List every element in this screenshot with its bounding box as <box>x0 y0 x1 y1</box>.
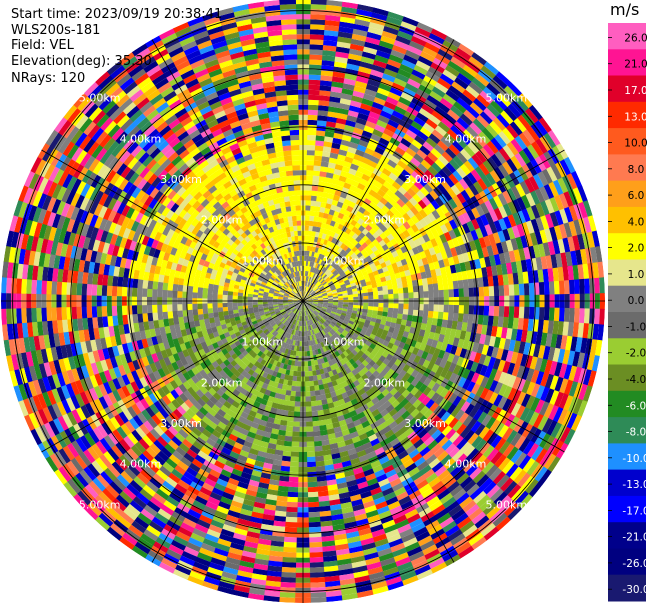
colorbar-swatch-14 <box>608 390 646 418</box>
colorbar-swatch-11 <box>608 312 646 339</box>
colorbar-swatch-7 <box>608 206 646 234</box>
colorbar-swatch-13 <box>608 364 646 392</box>
range-ring-labels: 1.00km 1.00km 1.00km 1.00km 2.00km 2.00km 2.00… <box>79 92 527 512</box>
ring-label-2-3: 2.00km <box>201 376 243 389</box>
ring-label-2-1: 2.00km <box>201 214 243 227</box>
colorbar-tick-label-4: 10.0 <box>624 138 647 150</box>
colorbar: 26.0 21.0 17.0 13.0 10.0 8.0 6.0 4.0 2.0 1.0 0.0 -1… <box>608 23 647 602</box>
spoke-240 <box>41 300 304 453</box>
ring-label-5-1: 5.00km <box>79 92 121 105</box>
ring-label-3-2: 3.00km <box>404 173 446 186</box>
spoke-330 <box>151 39 304 302</box>
spoke-210 <box>151 300 304 563</box>
colorbar-tick-label-10: 0.0 <box>628 295 645 307</box>
colorbar-tick-label-6: 6.0 <box>628 190 645 202</box>
colorbar-swatch-10 <box>608 285 646 313</box>
colorbar-tick-label-3: 13.0 <box>624 111 647 123</box>
colorbar-swatch-16 <box>608 443 646 471</box>
ring-label-5-2: 5.00km <box>486 92 528 105</box>
colorbar-tick-label-9: 1.0 <box>628 269 645 281</box>
colorbar-swatch-9 <box>608 259 646 287</box>
colorbar-swatch-20 <box>608 548 646 576</box>
colorbar-tick-label-12: -2.0 <box>626 348 647 360</box>
colorbar-swatch-3 <box>608 101 646 129</box>
colorbar-swatch-1 <box>608 49 646 77</box>
colorbar-swatch-19 <box>608 522 646 549</box>
colorbar-tick-label-16: -10.0 <box>622 453 647 465</box>
colorbar-swatch-6 <box>608 180 646 208</box>
colorbar-swatch-18 <box>608 495 646 523</box>
ring-label-1-3: 1.00km <box>242 336 284 349</box>
colorbar-tick-label-7: 4.0 <box>628 216 645 228</box>
colorbar-unit-label: m/s <box>610 0 640 19</box>
colorbar-swatch-15 <box>608 417 646 444</box>
nrays-label: NRays: 120 <box>11 71 86 86</box>
ring-label-5-3: 5.00km <box>79 498 121 511</box>
colorbar-tick-label-2: 17.0 <box>624 85 647 97</box>
spoke-30 <box>302 39 455 302</box>
ring-label-2-2: 2.00km <box>364 214 406 227</box>
colorbar-swatch-2 <box>608 75 646 103</box>
colorbar-tick-label-1: 21.0 <box>624 59 647 71</box>
ppi-plot-area <box>1 0 605 603</box>
ring-label-3-3: 3.00km <box>160 417 202 430</box>
azimuth-spokes <box>1 0 605 603</box>
ring-label-1-2: 1.00km <box>323 254 365 267</box>
ring-label-3-4: 3.00km <box>404 417 446 430</box>
start-time-label: Start time: 2023/09/19 20:38:41 <box>11 7 223 22</box>
spoke-300 <box>41 149 304 302</box>
colorbar-swatch-8 <box>608 233 646 260</box>
elevation-label: Elevation(deg): 35.30 <box>11 54 152 69</box>
colorbar-tick-label-21: -30.0 <box>622 584 647 596</box>
ring-label-1-1: 1.00km <box>242 254 284 267</box>
colorbar-tick-label-18: -17.0 <box>622 505 647 517</box>
ring-label-3-1: 3.00km <box>160 173 202 186</box>
ring-label-2-4: 2.00km <box>364 376 406 389</box>
ring-label-4-4: 4.00km <box>445 458 487 471</box>
colorbar-tick-label-15: -8.0 <box>626 427 647 439</box>
colorbar-tick-label-5: 8.0 <box>628 164 645 176</box>
colorbar-tick-label-11: -1.0 <box>626 321 647 333</box>
colorbar-swatch-0 <box>608 23 646 50</box>
ring-label-5-4: 5.00km <box>486 498 528 511</box>
spoke-120 <box>302 300 565 453</box>
field-label: Field: VEL <box>11 38 74 53</box>
ring-label-4-2: 4.00km <box>445 132 487 145</box>
instrument-label: WLS200s-181 <box>11 23 101 38</box>
colorbar-swatch-17 <box>608 469 646 497</box>
colorbar-swatch-4 <box>608 128 646 155</box>
colorbar-tick-label-14: -6.0 <box>626 400 647 412</box>
spoke-150 <box>302 300 455 563</box>
ring-label-4-1: 4.00km <box>120 132 162 145</box>
colorbar-tick-label-19: -21.0 <box>622 532 647 544</box>
colorbar-tick-label-8: 2.0 <box>628 243 645 255</box>
colorbar-tick-label-13: -4.0 <box>626 374 647 386</box>
colorbar-tick-label-17: -13.0 <box>622 479 647 491</box>
ring-label-1-4: 1.00km <box>323 336 365 349</box>
colorbar-swatch-12 <box>608 338 646 366</box>
colorbar-tick-label-0: 26.0 <box>624 33 647 45</box>
colorbar-tick-label-20: -26.0 <box>622 558 647 570</box>
colorbar-swatch-21 <box>608 574 646 602</box>
ring-label-4-3: 4.00km <box>120 458 162 471</box>
spoke-60 <box>302 149 565 302</box>
colorbar-swatch-5 <box>608 154 646 182</box>
